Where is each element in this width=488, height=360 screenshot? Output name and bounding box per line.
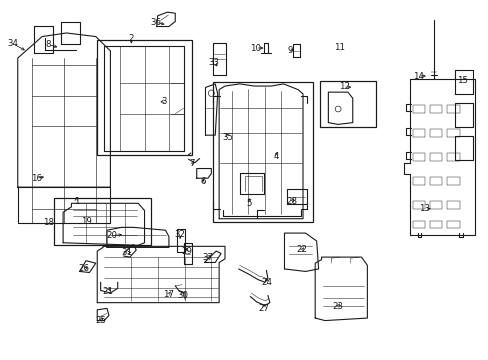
Bar [446,130,459,137]
Bar [429,221,442,228]
Text: 10: 10 [250,44,261,53]
Text: 15: 15 [456,76,468,85]
Text: 2: 2 [128,34,134,43]
Bar [429,177,442,185]
Bar [412,177,425,185]
Bar [412,153,425,161]
Text: 1: 1 [73,197,79,206]
Bar [446,177,459,185]
Text: 29: 29 [181,247,192,256]
Text: 24: 24 [261,278,271,287]
Text: 11: 11 [333,43,345,52]
Bar [412,130,425,137]
Text: 18: 18 [43,218,54,227]
Bar [320,81,375,127]
Text: 20: 20 [106,231,117,240]
Text: 35: 35 [222,133,232,142]
Text: 12: 12 [338,82,349,91]
Text: 27: 27 [258,304,269,313]
Text: 4: 4 [273,152,278,161]
Text: 34: 34 [7,39,19,48]
Bar [429,201,442,209]
Text: 16: 16 [31,174,41,183]
Text: 6: 6 [200,177,205,186]
Text: 22: 22 [296,246,307,255]
Text: 9: 9 [286,46,292,55]
Text: 26: 26 [78,265,89,274]
Text: 23: 23 [332,302,343,311]
Text: 30: 30 [177,291,188,300]
Bar [429,105,442,113]
Bar [446,201,459,209]
Text: 21: 21 [102,287,113,296]
Bar [446,105,459,113]
Bar [54,198,151,245]
Text: 17: 17 [163,289,174,298]
Text: 28: 28 [286,197,297,206]
Bar [212,82,312,222]
Text: 37: 37 [202,253,213,262]
Bar [97,40,192,155]
Text: 31: 31 [121,248,132,257]
Text: 32: 32 [174,230,185,239]
Text: 3: 3 [161,96,166,105]
Text: 13: 13 [419,204,429,213]
Text: 36: 36 [150,18,161,27]
Bar [412,221,425,228]
Text: 8: 8 [46,40,51,49]
Text: 19: 19 [81,217,91,226]
Bar [412,201,425,209]
Bar [412,105,425,113]
Text: 25: 25 [95,316,106,325]
Bar [429,153,442,161]
Text: 33: 33 [208,58,219,67]
Text: 7: 7 [189,159,195,168]
Text: 5: 5 [246,199,252,208]
Bar [429,130,442,137]
Bar [446,221,459,228]
Bar [446,153,459,161]
Text: 14: 14 [412,72,423,81]
